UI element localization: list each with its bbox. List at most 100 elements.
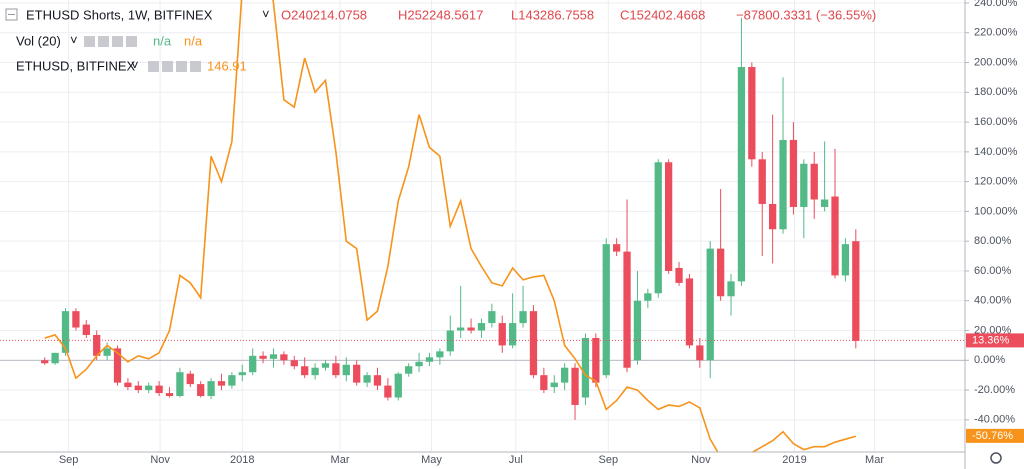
candle-body [363, 375, 371, 383]
candle-body [561, 367, 569, 383]
candle-body [654, 162, 662, 294]
button[interactable] [176, 61, 187, 72]
grid [0, 0, 965, 452]
overlay-name: ETHUSD, BITFINEX [16, 58, 136, 73]
button[interactable] [148, 61, 159, 72]
x-tick-label: Nov [691, 454, 711, 466]
overlay-last-label: -50.76% [972, 430, 1013, 442]
candle-body [716, 248, 725, 297]
candle-body [852, 241, 860, 341]
candle-body [373, 375, 382, 386]
candle-body [540, 375, 548, 391]
candle-body [529, 311, 538, 376]
chevron[interactable]: ˅ [131, 57, 139, 72]
candle-body [93, 334, 101, 356]
candle-body [623, 251, 631, 368]
candle-body [186, 373, 194, 385]
candle-body [685, 278, 694, 346]
candle-body [789, 139, 798, 207]
axes: -40.00%-20.00%0.00%20.00%40.00%60.00%80.… [59, 0, 1024, 466]
y-tick-label: -40.00% [974, 414, 1015, 426]
candle-body [748, 66, 756, 160]
settings-icon[interactable] [990, 452, 1002, 464]
candle-body [571, 367, 579, 405]
candle-body [509, 323, 517, 346]
candle-body [696, 345, 704, 361]
candle-body [800, 163, 808, 207]
overlay-line [44, 0, 857, 452]
x-tick-label: Mar [865, 454, 884, 466]
candle-body [768, 203, 777, 230]
y-tick-label: 80.00% [974, 235, 1012, 247]
y-tick-label: 200.00% [974, 56, 1018, 68]
overlay-last-box [966, 428, 1024, 443]
button[interactable] [98, 36, 109, 47]
candle-body [498, 323, 506, 346]
overlay-value: 146.91 [207, 58, 247, 73]
candle-body [477, 323, 486, 331]
candle-body [467, 327, 475, 331]
candle-body [457, 327, 465, 331]
candle-body [41, 360, 49, 364]
candle-body [165, 393, 174, 397]
candle-body [727, 281, 735, 297]
y-tick-label: 240.00% [974, 0, 1018, 9]
study-buttons [84, 36, 137, 47]
candle-body [519, 311, 527, 324]
button[interactable] [162, 61, 173, 72]
candle-body [269, 354, 278, 359]
collapse-icon[interactable] [5, 8, 18, 21]
study-value: n/a [153, 33, 172, 48]
candle-body [394, 373, 402, 398]
candle-body [259, 355, 267, 359]
candle-body [103, 348, 111, 356]
candle-body [290, 360, 298, 367]
candle-body [592, 337, 600, 383]
chevron[interactable]: ˅ [70, 32, 78, 47]
ohlc-low: L143286.7558 [511, 7, 594, 22]
candle-body [758, 159, 766, 204]
candle-body [664, 162, 673, 271]
candle-body [613, 244, 621, 252]
button[interactable] [84, 36, 95, 47]
x-tick-label: Sep [599, 454, 619, 466]
chevron[interactable]: ˅ [262, 6, 270, 21]
y-tick-label: 100.00% [974, 205, 1018, 217]
candle-body [61, 311, 70, 353]
candle-body [197, 384, 205, 397]
ohlc-high: H252248.5617 [398, 7, 483, 22]
candle-body [51, 352, 59, 364]
gear[interactable] [990, 452, 1002, 464]
candle-body [831, 196, 839, 276]
candle-body [633, 300, 642, 361]
x-tick-label: May [421, 454, 442, 466]
candle-body [841, 244, 850, 276]
y-tick-label: 120.00% [974, 176, 1018, 188]
y-tick-label: 40.00% [974, 295, 1012, 307]
candle-body [113, 348, 122, 383]
candle-body [311, 367, 319, 376]
candle-body [176, 372, 184, 397]
candle-body [342, 364, 350, 376]
candle-body [238, 372, 246, 376]
button[interactable] [126, 36, 137, 47]
x-tick-label: Sep [59, 454, 79, 466]
candle-body [446, 330, 454, 352]
candle-body [145, 385, 153, 391]
candle-body [280, 354, 288, 361]
x-tick-label: Jul [509, 454, 523, 466]
y-tick-label: 0.00% [974, 354, 1005, 366]
candle-body [301, 366, 309, 376]
candle-body [706, 248, 714, 361]
candle-body [779, 139, 787, 230]
button[interactable] [112, 36, 123, 47]
candle-body [436, 351, 444, 358]
candle-body [415, 361, 423, 367]
candle-body [332, 363, 340, 376]
button[interactable] [190, 61, 201, 72]
series-title: ETHUSD Shorts, 1W, BITFINEX [26, 7, 213, 22]
candle-body [217, 381, 226, 386]
candle-body [124, 382, 132, 388]
